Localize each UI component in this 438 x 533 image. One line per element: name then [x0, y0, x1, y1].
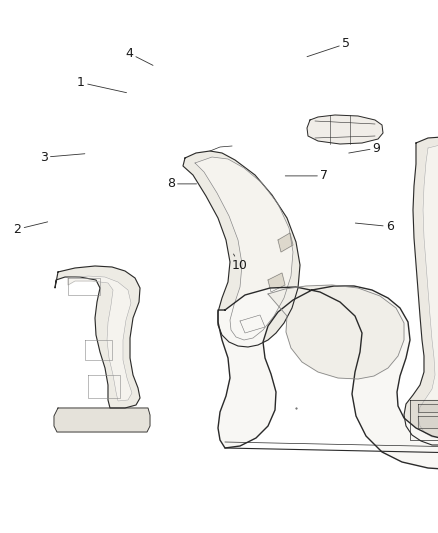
Polygon shape	[55, 266, 140, 408]
Polygon shape	[268, 285, 404, 379]
Polygon shape	[240, 315, 265, 333]
Text: 6: 6	[355, 220, 394, 233]
Polygon shape	[418, 416, 438, 428]
Text: 2: 2	[14, 222, 48, 236]
Text: 3: 3	[40, 151, 85, 164]
Polygon shape	[195, 157, 293, 340]
Text: 7: 7	[285, 169, 328, 182]
Polygon shape	[418, 145, 438, 437]
Polygon shape	[218, 282, 438, 470]
Text: 10: 10	[232, 254, 248, 272]
Text: 9: 9	[349, 142, 381, 155]
Polygon shape	[54, 408, 150, 432]
Polygon shape	[183, 151, 300, 347]
Text: 4: 4	[125, 47, 153, 66]
Polygon shape	[410, 400, 438, 440]
Text: 1: 1	[77, 76, 127, 93]
Text: 5: 5	[307, 37, 350, 56]
Polygon shape	[418, 404, 438, 412]
Polygon shape	[404, 137, 438, 445]
Polygon shape	[307, 115, 383, 144]
Polygon shape	[268, 273, 285, 292]
Polygon shape	[68, 276, 132, 401]
Text: 8: 8	[167, 177, 197, 190]
Polygon shape	[278, 233, 293, 252]
